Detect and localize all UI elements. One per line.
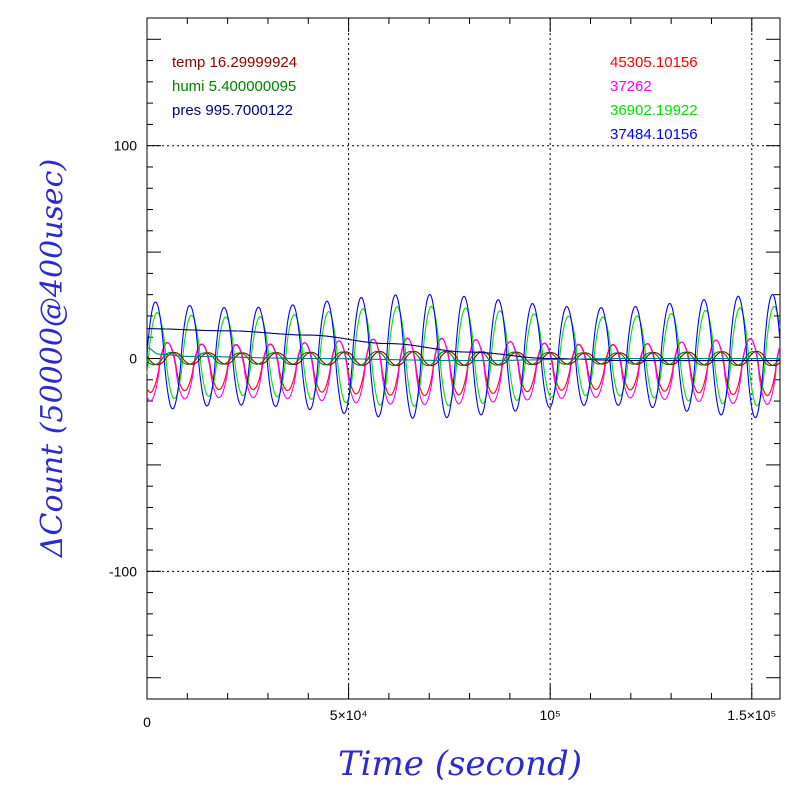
series-lines: [146, 293, 781, 419]
tick-labels: 0 5×10⁴ 10⁵ 1.5×10⁵ 100 0 -100: [109, 138, 776, 730]
x-tick-label: 0: [143, 714, 151, 730]
series-line-6: [147, 328, 780, 362]
y-tick-label: 0: [129, 351, 137, 367]
x-tick-label: 5×10⁴: [330, 707, 368, 723]
y-axis-title: ΔCount (50000@400usec): [35, 159, 70, 558]
series-line-3: [146, 293, 781, 419]
legend-right-entry: 45305.10156: [610, 54, 698, 71]
y-tick-label: 100: [114, 138, 138, 154]
y-tick-label: -100: [109, 563, 137, 579]
series-line-7: [147, 347, 780, 362]
series-line-5: [146, 350, 781, 367]
axis-ticks: [146, 18, 780, 699]
legend-left-entry: humi 5.400000095: [172, 78, 296, 95]
legend-right-entry: 36902.19922: [610, 102, 698, 119]
legend-right-entry: 37484.10156: [610, 126, 698, 143]
legend: temp 16.29999924 humi 5.400000095 pres 995…: [172, 54, 698, 143]
legend-right-entry: 37262: [610, 78, 652, 95]
legend-left-entry: pres 995.7000122: [172, 102, 293, 119]
legend-left-entry: temp 16.29999924: [172, 54, 297, 71]
x-axis-title: Time (second): [338, 744, 582, 784]
x-tick-label: 10⁵: [539, 707, 560, 723]
x-tick-label: 1.5×10⁵: [727, 707, 776, 723]
